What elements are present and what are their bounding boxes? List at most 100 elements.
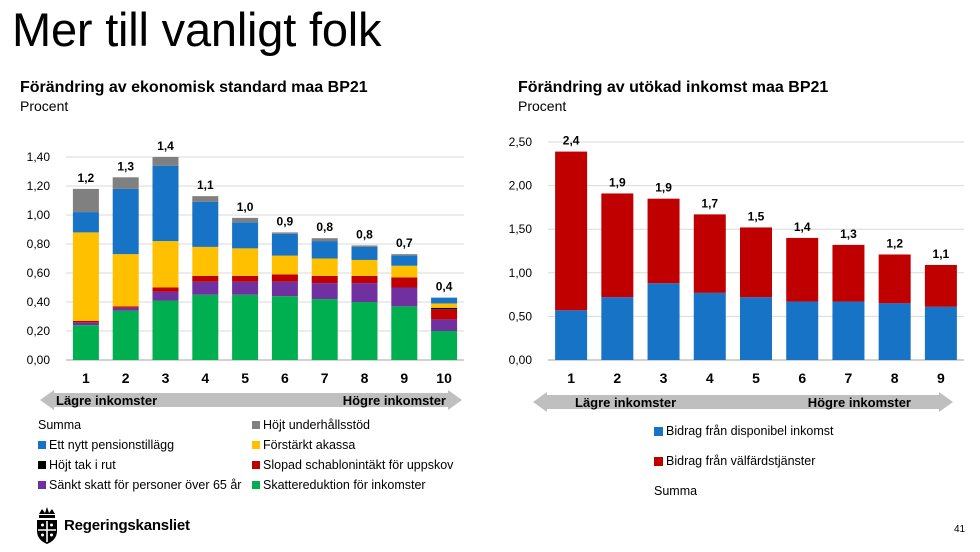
bar-segment <box>152 165 179 242</box>
y-tick-label: 0,60 <box>27 266 51 280</box>
bar-segment <box>232 217 259 223</box>
legend-swatch <box>654 427 663 436</box>
x-tick-label: 10 <box>436 370 452 386</box>
bar-total-label: 1,2 <box>886 236 903 250</box>
bar-segment <box>647 283 680 360</box>
legend-swatch <box>252 481 260 489</box>
bar-segment <box>192 246 219 276</box>
bar-segment <box>431 303 458 308</box>
bar-segment <box>72 188 99 213</box>
bar-segment <box>72 322 99 326</box>
bar-segment <box>72 232 99 321</box>
x-tick-label: 2 <box>613 370 621 386</box>
legend-label: Skattereduktion för inkomster <box>263 478 426 492</box>
bar-total-label: 1,1 <box>933 247 950 261</box>
bar-total-label: 1,4 <box>157 139 174 153</box>
y-tick-label: 0,50 <box>509 309 533 323</box>
bar-segment <box>351 283 378 302</box>
bar-segment <box>192 281 219 295</box>
bar-segment <box>232 294 259 360</box>
bar-segment <box>924 264 957 307</box>
bar-segment <box>351 245 378 247</box>
income-arrow <box>533 392 953 412</box>
chart-1-title: Förändring av ekonomisk standard maa BP2… <box>20 79 368 96</box>
bar-segment <box>555 151 588 311</box>
bar-total-label: 1,7 <box>701 196 718 210</box>
legend-label: Höjt underhållsstöd <box>263 418 370 432</box>
x-tick-label: 6 <box>281 370 289 386</box>
legend-label: Bidrag från välfärdstjänster <box>666 454 815 468</box>
legend-label: Höjt tak i rut <box>49 458 116 472</box>
bar-segment <box>311 258 338 276</box>
chart-2: 0,00 0,50 1,00 1,50 2,00 2,50 2,4 1 1,9 2 1,9 3 1,7 4… <box>509 134 964 498</box>
y-tick-label: 0,40 <box>27 295 51 309</box>
x-tick-label: 6 <box>798 370 806 386</box>
chart-1: 0,00 0,20 0,40 0,60 0,80 1,00 1,20 1,40 1,2 1 1,3 2… <box>27 139 464 492</box>
x-tick-label: 3 <box>162 370 170 386</box>
bar-segment <box>647 198 680 284</box>
bar-segment <box>72 320 99 323</box>
bar-segment <box>192 275 219 282</box>
bar-segment <box>832 301 865 360</box>
bar-total-label: 0,7 <box>396 236 413 250</box>
bar-total-label: 0,9 <box>277 214 294 228</box>
bar-segment <box>391 306 418 360</box>
bar-segment <box>112 306 139 308</box>
bar-segment <box>351 302 378 360</box>
bar-segment <box>271 281 298 297</box>
logo-text: Regeringskansliet <box>64 517 190 534</box>
bar-segment <box>232 222 259 249</box>
x-tick-label: 8 <box>891 370 899 386</box>
bar-segment <box>431 331 458 360</box>
x-tick-label: 9 <box>400 370 408 386</box>
bar-total-label: 0,8 <box>356 227 373 241</box>
y-tick-label: 2,50 <box>509 135 533 149</box>
y-tick-label: 1,00 <box>509 266 533 280</box>
bar-segment <box>740 297 772 360</box>
bar-segment <box>271 274 298 282</box>
bar-segment <box>232 248 259 276</box>
legend-label: Bidrag från disponibel inkomst <box>666 424 834 438</box>
legend-label: Slopad schablonintäkt för uppskov <box>263 458 454 472</box>
bar-segment <box>601 297 634 360</box>
y-tick-label: 1,00 <box>27 208 51 222</box>
bar-segment <box>311 241 338 259</box>
bar-segment <box>311 283 338 300</box>
bar-segment <box>271 296 298 360</box>
bar-total-label: 2,4 <box>563 134 580 148</box>
slide-title: Mer till vanligt folk <box>12 3 382 56</box>
bar-segment <box>112 188 139 255</box>
x-tick-label: 1 <box>82 370 90 386</box>
bar-total-label: 1,5 <box>748 209 765 223</box>
bar-segment <box>192 201 219 247</box>
bar-segment <box>192 294 219 360</box>
bar-total-label: 0,4 <box>436 280 453 294</box>
bar-segment <box>555 310 588 360</box>
y-tick-label: 0,00 <box>509 353 533 367</box>
x-tick-label: 7 <box>845 370 853 386</box>
y-tick-label: 0,80 <box>27 237 51 251</box>
y-tick-label: 0,00 <box>27 353 51 367</box>
legend-label: Förstärkt akassa <box>263 438 355 452</box>
x-tick-label: 4 <box>201 370 209 386</box>
bar-total-label: 1,3 <box>840 227 857 241</box>
y-tick-label: 2,00 <box>509 179 533 193</box>
bar-total-label: 0,8 <box>316 220 333 234</box>
bar-segment <box>311 238 338 242</box>
arrow-left-label: Lägre inkomster <box>56 393 157 408</box>
bar-segment <box>693 214 726 293</box>
bar-segment <box>112 310 139 360</box>
bar-total-label: 1,9 <box>609 175 626 189</box>
bar-segment <box>271 233 298 256</box>
x-tick-label: 7 <box>321 370 329 386</box>
legend-label: Summa <box>38 418 81 432</box>
crown-logo-icon <box>37 507 57 544</box>
bar-segment <box>924 306 957 360</box>
bar-segment <box>431 297 458 304</box>
bar-segment <box>112 254 139 307</box>
legend-swatch <box>654 457 663 466</box>
x-tick-label: 9 <box>937 370 945 386</box>
bar-segment <box>431 309 458 320</box>
bar-segment <box>192 196 219 202</box>
